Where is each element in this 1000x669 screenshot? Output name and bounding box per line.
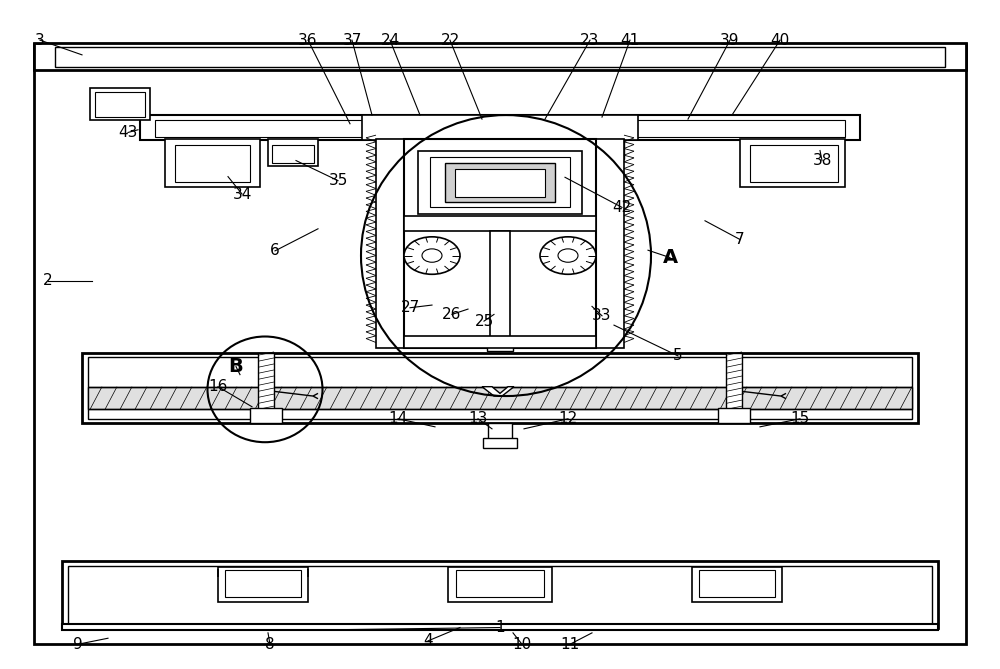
Bar xyxy=(404,216,596,231)
Bar xyxy=(88,387,912,409)
Bar xyxy=(268,139,318,166)
Bar xyxy=(718,408,750,423)
Bar xyxy=(34,44,966,644)
Bar xyxy=(376,139,404,348)
Bar xyxy=(740,139,845,187)
Bar xyxy=(376,139,624,159)
Bar xyxy=(88,357,912,419)
Text: 2: 2 xyxy=(43,274,53,288)
Bar xyxy=(456,570,544,597)
Bar xyxy=(404,336,596,348)
Bar xyxy=(488,423,512,440)
Circle shape xyxy=(540,237,596,274)
Text: 4: 4 xyxy=(423,634,433,648)
Bar xyxy=(418,151,582,214)
Text: 37: 37 xyxy=(342,33,362,47)
Bar xyxy=(68,566,932,624)
Text: 12: 12 xyxy=(558,411,578,426)
Bar xyxy=(155,120,845,137)
Bar xyxy=(272,145,314,163)
Text: 8: 8 xyxy=(265,637,275,652)
Text: 39: 39 xyxy=(720,33,740,47)
Bar xyxy=(250,408,282,423)
Text: 5: 5 xyxy=(673,349,683,363)
Bar xyxy=(82,353,918,423)
Bar xyxy=(62,624,938,630)
Bar xyxy=(483,438,517,448)
Polygon shape xyxy=(482,387,514,396)
Text: 13: 13 xyxy=(468,411,488,426)
Bar xyxy=(225,570,301,597)
Bar xyxy=(726,353,742,411)
Bar xyxy=(258,353,274,411)
Bar xyxy=(175,145,250,182)
Circle shape xyxy=(422,249,442,262)
Circle shape xyxy=(404,237,460,274)
Bar xyxy=(140,115,860,140)
Text: 9: 9 xyxy=(73,637,83,652)
Circle shape xyxy=(558,249,578,262)
Text: 41: 41 xyxy=(620,33,640,47)
Text: 25: 25 xyxy=(474,314,494,328)
Text: 10: 10 xyxy=(512,637,532,652)
Bar xyxy=(445,163,555,202)
Bar xyxy=(62,561,938,628)
Bar xyxy=(90,88,150,120)
Text: 33: 33 xyxy=(592,308,612,323)
Text: 1: 1 xyxy=(495,620,505,635)
Text: 14: 14 xyxy=(388,411,408,426)
Bar xyxy=(487,343,513,351)
Bar xyxy=(34,43,966,70)
Bar xyxy=(455,169,545,197)
Text: 23: 23 xyxy=(580,33,600,47)
Text: 27: 27 xyxy=(400,300,420,315)
Bar xyxy=(55,47,945,67)
Text: B: B xyxy=(229,357,243,376)
Text: 36: 36 xyxy=(298,33,318,47)
Bar xyxy=(165,139,260,187)
Text: 38: 38 xyxy=(812,153,832,168)
Bar xyxy=(699,570,775,597)
Bar xyxy=(362,115,638,140)
Text: 7: 7 xyxy=(735,232,745,247)
Text: 34: 34 xyxy=(232,187,252,201)
Text: 3: 3 xyxy=(35,33,45,47)
Bar xyxy=(95,92,145,117)
Text: 24: 24 xyxy=(380,33,400,47)
Text: 15: 15 xyxy=(790,411,810,426)
Text: 22: 22 xyxy=(440,33,460,47)
Bar xyxy=(750,145,838,182)
Bar xyxy=(596,139,624,348)
Bar xyxy=(218,567,308,602)
Text: A: A xyxy=(662,248,678,267)
Text: 43: 43 xyxy=(118,125,138,140)
Text: 42: 42 xyxy=(612,200,632,215)
Bar xyxy=(448,567,552,602)
Text: 11: 11 xyxy=(560,637,580,652)
Bar xyxy=(692,567,782,602)
Text: 16: 16 xyxy=(208,379,228,394)
Text: 6: 6 xyxy=(270,244,280,258)
Text: 35: 35 xyxy=(328,173,348,188)
Bar xyxy=(430,157,570,207)
Text: 40: 40 xyxy=(770,33,790,47)
Bar xyxy=(404,139,596,348)
Text: 26: 26 xyxy=(442,307,462,322)
Bar xyxy=(490,231,510,348)
